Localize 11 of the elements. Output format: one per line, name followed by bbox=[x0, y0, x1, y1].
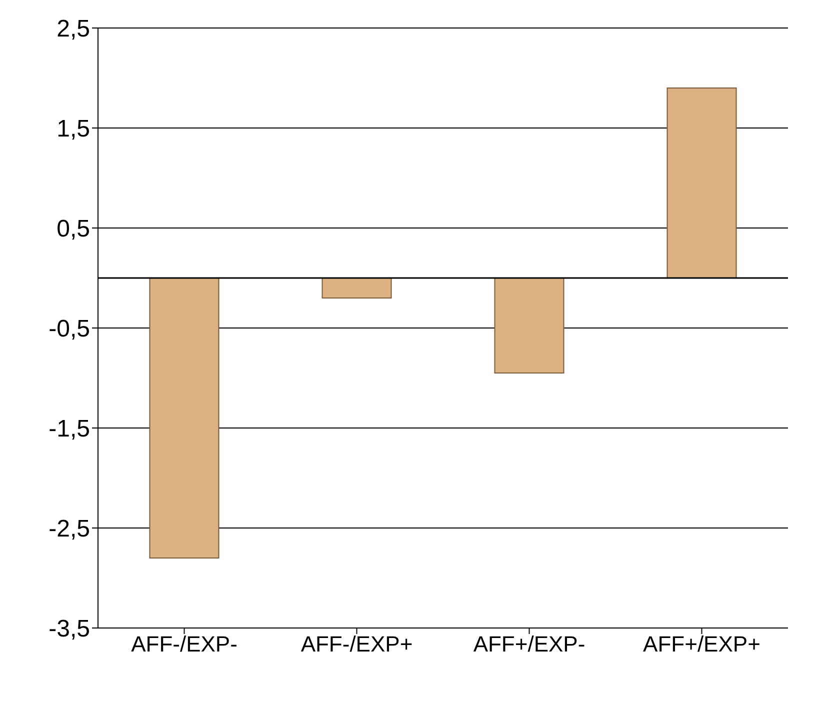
y-tick-label: 0,5 bbox=[56, 216, 90, 243]
x-tick-label: AFF+/EXP- bbox=[473, 632, 586, 657]
y-tick-label: 2,5 bbox=[56, 16, 90, 43]
y-tick-label: -3,5 bbox=[48, 616, 90, 643]
x-tick-label: AFF+/EXP+ bbox=[643, 632, 760, 657]
x-tick-label: AFF-/EXP+ bbox=[300, 632, 413, 657]
y-tick-label: -1,5 bbox=[48, 416, 90, 443]
y-tick-label: -2,5 bbox=[48, 516, 90, 543]
y-tick-label: 1,5 bbox=[56, 116, 90, 143]
x-tick-label: AFF-/EXP- bbox=[131, 632, 238, 657]
y-tick-label: -0,5 bbox=[48, 316, 90, 343]
